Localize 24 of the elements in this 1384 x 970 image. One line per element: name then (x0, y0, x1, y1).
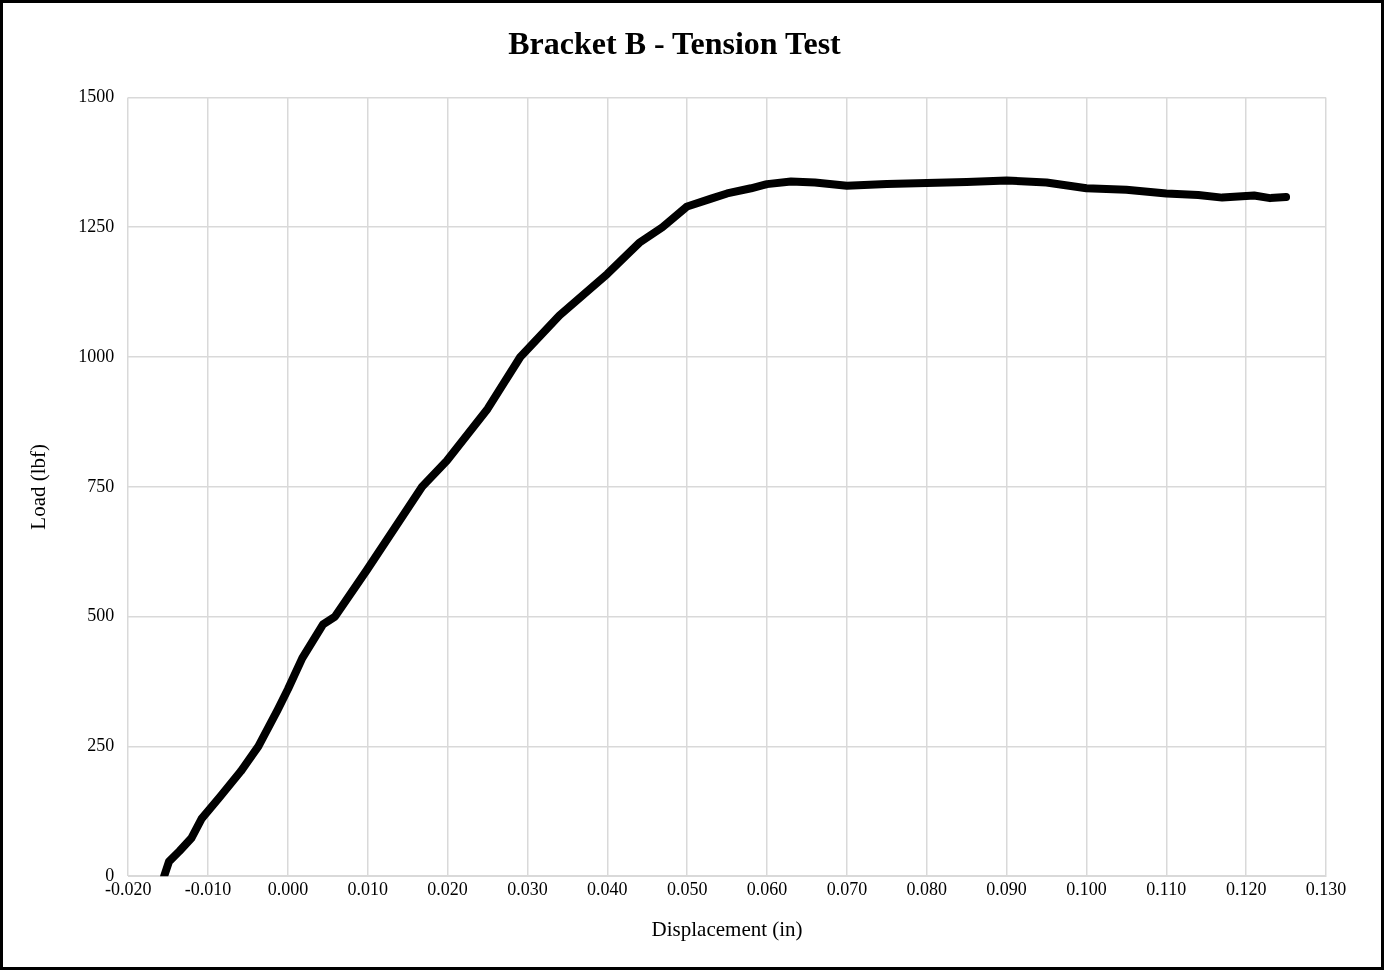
y-tick-label: 1000 (78, 345, 115, 366)
x-tick-label: 0.040 (587, 878, 628, 899)
x-tick-label: 0.010 (347, 878, 389, 899)
y-tick-label: 1500 (78, 86, 115, 107)
x-tick-label: 0.090 (986, 878, 1027, 899)
y-tick-label: 1250 (78, 215, 115, 236)
x-tick-label: 0.060 (746, 878, 788, 899)
y-tick-label: 750 (87, 475, 115, 496)
x-tick-label: 0.020 (427, 878, 468, 899)
x-tick-label: 0.110 (1146, 878, 1187, 899)
x-axis-title: Displacement (in) (651, 916, 803, 941)
y-tick-label: 250 (87, 735, 115, 756)
y-axis-title: Load (lbf) (26, 443, 51, 530)
x-tick-label: 0.080 (906, 878, 947, 899)
x-tick-label: 0.100 (1066, 878, 1107, 899)
x-tick-label: 0.130 (1305, 878, 1347, 899)
x-tick-label: 0.070 (826, 878, 868, 899)
x-tick-label: 0.030 (507, 878, 548, 899)
x-tick-label: -0.010 (184, 878, 232, 899)
x-tick-label: 0.120 (1225, 878, 1267, 899)
x-tick-label: 0.050 (666, 878, 708, 899)
x-tick-label: 0.000 (267, 878, 309, 899)
chart-title: Bracket B - Tension Test (508, 25, 842, 62)
y-tick-label: 500 (87, 605, 115, 626)
